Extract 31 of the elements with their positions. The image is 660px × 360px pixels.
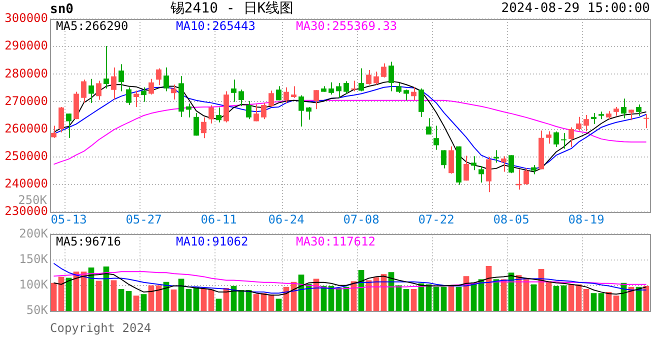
text: MA10:91062 [176,234,248,248]
text: MA10:265443 [176,19,256,34]
y-tick-label: 150K [19,252,49,266]
x-tick-label: 06-11 [200,212,237,226]
x-tick-label: 05-13 [50,212,87,226]
text: Copyright 2024 [50,321,152,336]
y-tick-label: 290000 [4,38,48,53]
x-tick-label: 05-27 [126,212,162,226]
x-tick-label: 08-05 [493,212,530,226]
y-tick-label: 240000 [4,176,48,191]
y-tick-label: 200K [19,226,49,240]
y-tick-label: 250000 [4,148,48,163]
y-tick-label: 280000 [4,66,48,80]
y-tick-label: 50K [26,303,49,318]
text: MA30:255369.33 [296,19,398,34]
y-tick-label: 270000 [4,94,48,108]
candlestick [598,111,604,120]
x-tick-label: 06-24 [268,212,304,226]
x-tick-label: 07-08 [343,212,380,226]
x-tick-label: 08-19 [568,212,604,226]
text: MA5:96716 [56,234,122,248]
candlestick [516,168,522,190]
y-tick-label: 100K [19,278,49,292]
text: MA30:117612 [296,234,376,248]
chart-subtitle: 2024-08-29 15:00:00 [501,0,650,16]
text: MA5:266290 [56,19,128,34]
y-tick-label: 260000 [4,121,48,136]
y-tick-label: 300000 [4,11,48,26]
x-tick-label: 07-22 [418,212,454,226]
text: sn0 [50,2,74,17]
chart-title: 锡2410 - 日K线图 [169,0,294,17]
